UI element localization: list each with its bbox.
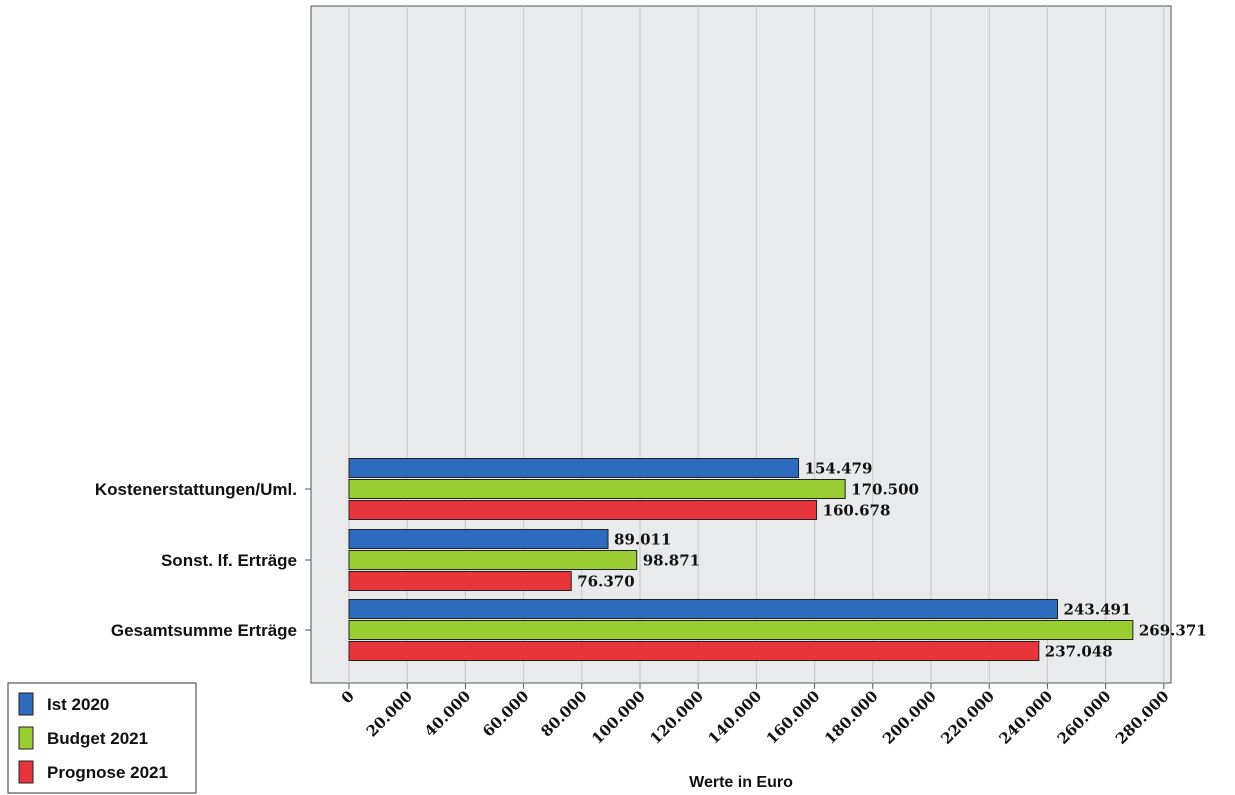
x-tick-label: 80.000	[537, 687, 590, 740]
legend-box	[7, 682, 197, 794]
x-tick-label: 0	[338, 687, 358, 707]
legend-swatch	[18, 760, 34, 784]
bar	[348, 500, 818, 520]
bar	[348, 458, 800, 478]
category-label: Sonst. lf. Erträge	[161, 551, 297, 570]
bar-value-label: 237.048	[1045, 643, 1113, 661]
x-tick-label: 200.000	[879, 687, 940, 748]
bar	[348, 550, 638, 570]
legend-label: Budget 2021	[47, 729, 148, 748]
bar	[348, 529, 609, 549]
x-tick-label: 100.000	[588, 687, 649, 748]
x-tick-label: 60.000	[479, 687, 532, 740]
x-tick-label: 140.000	[705, 687, 766, 748]
bar-value-label: 243.491	[1064, 601, 1132, 619]
bar-value-label: 76.370	[577, 573, 634, 591]
bar-value-label: 154.479	[805, 460, 873, 478]
bar-value-label: 89.011	[614, 531, 671, 549]
legend-swatch	[18, 726, 34, 750]
x-tick-label: 180.000	[821, 687, 882, 748]
legend-label: Ist 2020	[47, 695, 109, 714]
legend: Ist 2020 Budget 2021 Prognose 2021	[7, 682, 197, 794]
bar	[348, 641, 1040, 661]
x-axis-title: Werte in Euro	[689, 774, 793, 791]
bar-value-label: 98.871	[643, 552, 700, 570]
bar-value-label: 170.500	[851, 481, 919, 499]
category-label: Gesamtsumme Erträge	[111, 621, 297, 640]
x-tick-label: 20.000	[363, 687, 416, 740]
category-labels: Kostenerstattungen/Uml. Sonst. lf. Erträg…	[95, 480, 311, 640]
bars	[348, 458, 1134, 661]
x-tick-label: 260.000	[1054, 687, 1115, 748]
x-tick-label: 280.000	[1112, 687, 1173, 748]
x-tick-label: 160.000	[763, 687, 824, 748]
x-tick-label: 40.000	[421, 687, 474, 740]
value-labels: 154.479 170.500 160.678 89.011 98.871 76.370 2…	[577, 460, 1206, 661]
bar	[348, 599, 1059, 619]
bar	[348, 479, 846, 499]
plot-area	[310, 5, 1172, 684]
x-axis-ticks: 0 20.000 40.000 60.000 80.000100.000120.0001…	[338, 683, 1173, 748]
legend-label: Prognose 2021	[47, 763, 168, 782]
bar	[348, 571, 572, 591]
legend-swatch	[18, 692, 34, 716]
bar-value-label: 269.371	[1139, 622, 1207, 640]
x-tick-label: 220.000	[937, 687, 998, 748]
x-tick-label: 240.000	[996, 687, 1057, 748]
bar-value-label: 160.678	[823, 502, 891, 520]
category-label: Kostenerstattungen/Uml.	[95, 480, 297, 499]
x-tick-label: 120.000	[646, 687, 707, 748]
grid-lines	[348, 6, 1165, 683]
bar	[348, 620, 1134, 640]
